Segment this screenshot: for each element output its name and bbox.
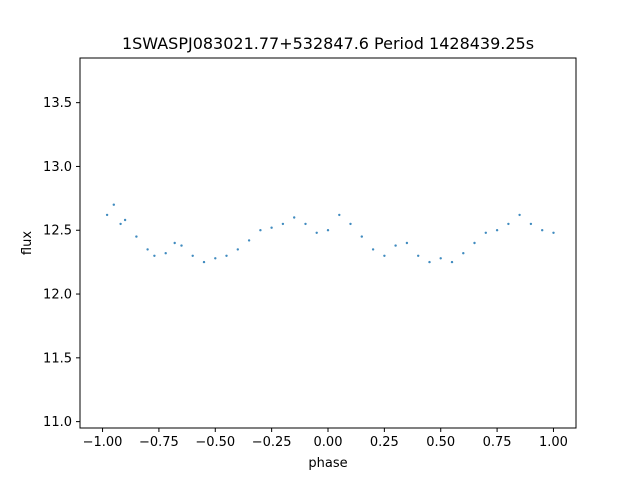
data-point	[304, 222, 307, 226]
data-point	[360, 235, 363, 238]
x-tick-label: 0.75	[483, 435, 512, 450]
data-point	[123, 218, 127, 222]
x-tick-label: 1.00	[539, 435, 568, 450]
data-point	[146, 248, 149, 251]
data-point	[529, 222, 533, 226]
data-point	[552, 231, 555, 234]
data-point	[180, 244, 183, 247]
data-point	[349, 222, 352, 226]
data-point	[541, 229, 544, 232]
data-point	[247, 239, 251, 242]
data-point	[191, 254, 194, 257]
data-point	[326, 229, 330, 232]
data-point	[225, 254, 228, 257]
data-point	[236, 248, 239, 251]
data-point	[135, 235, 138, 238]
data-point	[173, 241, 176, 245]
data-point	[315, 231, 318, 234]
data-point	[119, 222, 122, 226]
y-tick-label: 13.0	[43, 160, 72, 175]
data-point	[473, 241, 476, 245]
data-point	[507, 222, 510, 226]
x-tick-label: −0.50	[195, 435, 235, 450]
x-tick-label: −0.75	[139, 435, 179, 450]
data-point	[450, 260, 454, 264]
data-point	[338, 213, 341, 217]
x-axis-label: phase	[308, 456, 347, 471]
data-point	[417, 254, 420, 257]
data-point	[202, 260, 206, 264]
data-point	[214, 257, 217, 260]
y-tick-label: 13.5	[43, 96, 72, 111]
data-point	[371, 248, 375, 251]
y-tick-label: 12.0	[43, 288, 72, 303]
x-tick-label: 0.50	[426, 435, 455, 450]
data-point	[394, 244, 397, 247]
x-tick-label: −1.00	[83, 435, 123, 450]
data-point	[484, 231, 487, 234]
data-point	[428, 260, 431, 264]
data-point	[105, 213, 109, 217]
data-point	[439, 257, 442, 260]
data-point	[383, 254, 386, 257]
x-axis: −1.00 −0.75 −0.50 −0.25 0.00 0.25 0.50 0.75 1.00	[83, 428, 568, 450]
data-point	[164, 252, 167, 255]
y-axis: 11.0 11.5 12.0 12.5 13.0 13.5	[43, 96, 80, 430]
y-axis-label: flux	[20, 231, 35, 255]
data-point	[462, 252, 465, 255]
data-point	[518, 213, 521, 217]
data-point	[405, 241, 409, 245]
data-point	[293, 216, 296, 219]
data-point	[112, 203, 116, 206]
x-tick-label: −0.25	[252, 435, 292, 450]
y-tick-label: 11.0	[43, 415, 72, 430]
chart-title: 1SWASPJ083021.77+532847.6 Period 1428439…	[122, 34, 534, 53]
x-tick-label: 0.00	[314, 435, 343, 450]
data-point	[259, 229, 262, 232]
data-point	[495, 229, 499, 232]
data-point	[281, 222, 285, 226]
x-tick-label: 0.25	[370, 435, 399, 450]
scatter-points	[105, 203, 555, 264]
y-tick-label: 11.5	[43, 351, 72, 366]
data-point	[270, 226, 273, 229]
data-point	[153, 254, 156, 257]
y-tick-label: 12.5	[43, 224, 72, 239]
